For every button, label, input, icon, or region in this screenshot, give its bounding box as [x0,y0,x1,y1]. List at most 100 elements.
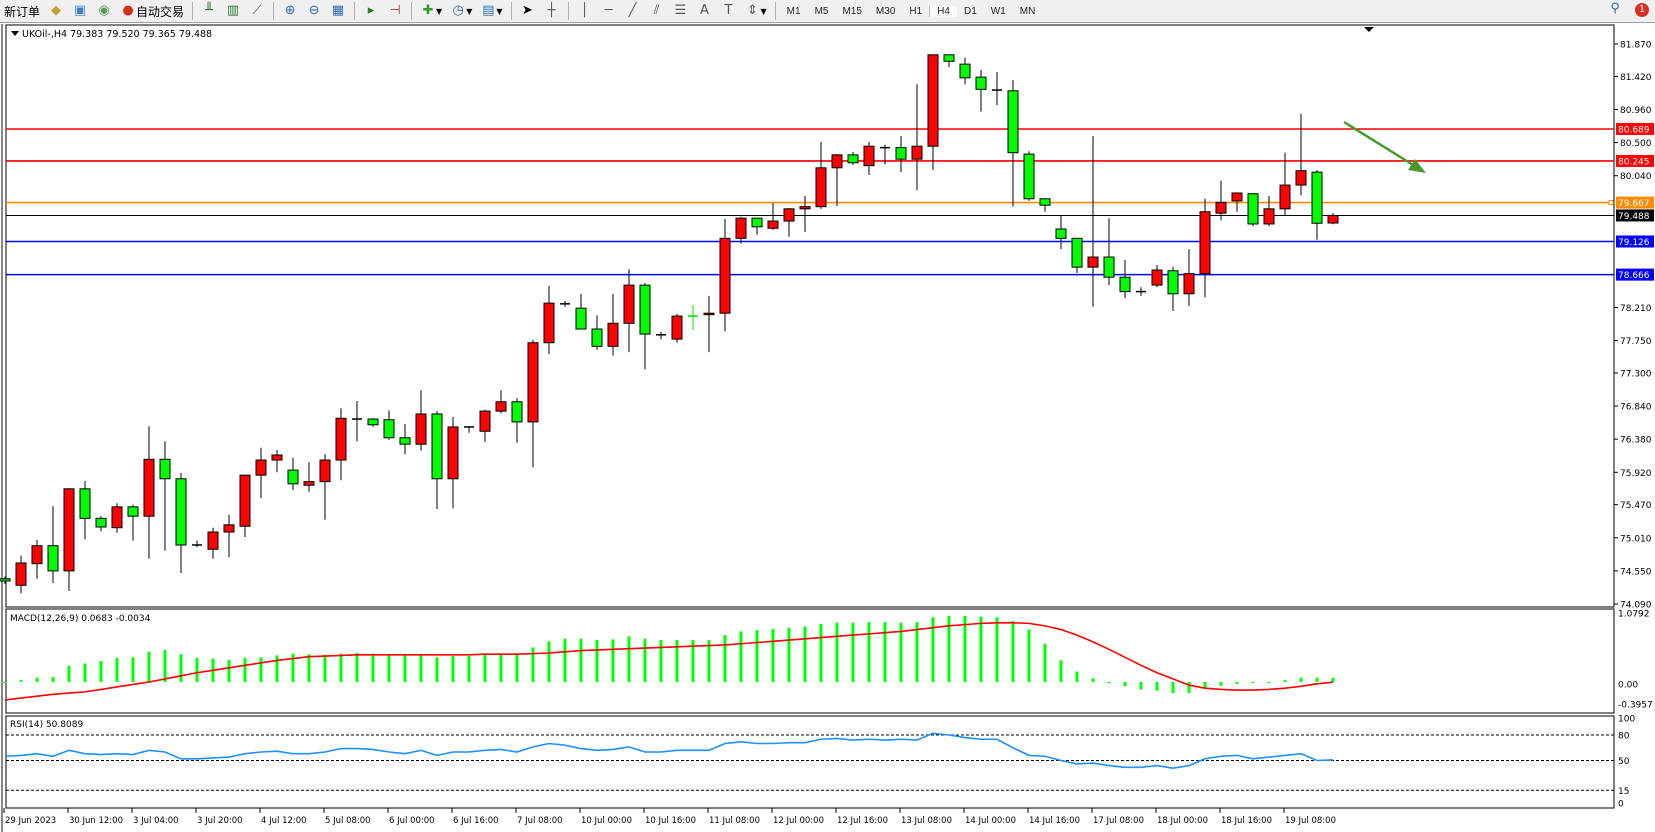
trendline-tool[interactable]: ╱ [621,1,645,21]
macd-histogram-bar [1043,643,1047,682]
candle [159,441,171,551]
text-tool[interactable]: A [693,1,717,21]
trend-arrow[interactable] [1343,120,1426,173]
time-label: 3 Jul 20:00 [197,816,243,826]
timeframe-m5[interactable]: M5 [814,5,829,17]
macd-histogram-bar [419,654,423,682]
candle-body [1007,90,1019,154]
time-axis: 29 Jun 2023 30 Jun 12:00 3 Jul 04:00 3 Jul … [3,808,1336,826]
rsi-tick-label: 0 [1618,800,1624,810]
macd-histogram-bar [787,627,791,682]
arrows-tool[interactable]: ⇕ ▼ [741,1,771,21]
macd-histogram-bar [19,680,23,682]
macd-histogram-bar [195,657,199,682]
candle [1039,198,1051,212]
experts-button[interactable]: ◆ [44,1,68,21]
timeframe-h1[interactable]: H1 [909,5,923,17]
zoom-out-button[interactable]: ⊖ [302,1,326,21]
templates-button[interactable]: ▤ ▼ [476,1,506,21]
signals-button[interactable]: ◉ [92,1,116,21]
timeframe-m15[interactable]: M15 [842,5,862,17]
bar-chart-button[interactable]: ╨ [197,1,221,21]
line-chart-icon: ⟋ [252,3,262,18]
timeframe-m1[interactable]: M1 [786,5,801,17]
macd-histogram-bar [803,626,807,682]
candle-body [127,506,139,517]
periods-button[interactable]: ◷ ▼ [446,1,476,21]
candle [1247,192,1259,227]
macd-histogram-bar [435,657,439,682]
macd-histogram-bar [339,653,343,682]
bar-chart-icon: ╨ [205,3,213,18]
zoom-in-button[interactable]: ⊕ [278,1,302,21]
price-label-box [1616,154,1654,167]
macd-histogram-bar [851,622,855,682]
timeframe-h4[interactable]: H4 [929,5,957,17]
chart-shift-button[interactable]: ⊣ [383,1,407,21]
candle [192,540,202,548]
candle-body [591,328,603,347]
time-label: 19 Jul 08:00 [1285,816,1336,826]
timeframe-d1[interactable]: D1 [963,5,977,17]
timeframe-mn[interactable]: MN [1019,5,1036,17]
chart-shift-icon: ⊣ [389,3,401,18]
candle [799,195,811,232]
horizontal-line-icon: ─ [604,3,613,18]
new-order-button[interactable]: 新订单 [0,1,44,21]
candlestick-icon: ▥ [226,3,240,18]
candle [1231,192,1243,212]
macd-histogram-bar [355,653,359,682]
indicators-button[interactable]: ✚ ▼ [416,1,446,21]
candle-body [1167,270,1179,295]
candle [223,514,235,558]
macd-histogram-bar [1299,677,1303,682]
crosshair-icon: ┼ [547,3,556,18]
candle [352,401,362,442]
macd-histogram-bar [1011,620,1015,682]
macd-histogram-bar [483,654,487,682]
chart-shift-marker-icon[interactable] [1364,27,1374,32]
terminal-button[interactable]: ▣ [68,1,92,21]
macd-histogram-bar [675,640,679,682]
timeframe-m30[interactable]: M30 [875,5,896,17]
candle-body [479,410,491,432]
zoom-in-icon: ⊕ [284,3,296,18]
macd-histogram-bar [179,654,183,682]
crosshair-tool[interactable]: ┼ [540,1,564,21]
vertical-line-tool[interactable]: │ [573,1,597,21]
macd-histogram-bar [755,630,759,682]
candle [911,84,923,191]
auto-trading-button[interactable]: ● 自动交易 [116,1,188,21]
cursor-tool[interactable]: ➤ [516,1,540,21]
text-label-tool[interactable]: T [717,1,741,21]
macd-histogram-bar [1203,682,1207,689]
macd-histogram-bar [595,640,599,682]
macd-histogram-bar [563,638,567,682]
notifications-button[interactable]: 1 [1635,1,1649,17]
fibonacci-tool[interactable]: ☰ [669,1,693,21]
horizontal-line-tool[interactable]: ─ [597,1,621,21]
candle-body [303,481,315,486]
auto-scroll-button[interactable]: ▸ [359,1,383,21]
candle-body [511,401,523,423]
candle [767,203,779,230]
symbol-menu-triangle-icon[interactable] [11,31,19,36]
search-icon[interactable]: ⚲ [1610,1,1620,16]
candlestick-button[interactable]: ▥ [221,1,245,21]
macd-histogram-bar [1123,682,1127,687]
line-chart-button[interactable]: ⟋ [245,1,269,21]
macd-histogram-bar [307,654,311,682]
equidistant-channel-tool[interactable]: ⫽ [645,1,669,21]
candle-body [1231,192,1243,202]
macd-histogram-bar [931,617,935,682]
tile-windows-button[interactable]: ▦ [326,1,350,21]
candle-body [847,154,859,164]
candle-body [607,322,619,347]
candle [335,408,347,481]
fibonacci-icon: ☰ [674,3,687,18]
price-tick-label: 76.840 [1620,403,1652,413]
time-label: 18 Jul 16:00 [1221,816,1272,826]
timeframe-w1[interactable]: W1 [990,5,1006,17]
price-tick-label: 76.380 [1620,436,1652,446]
